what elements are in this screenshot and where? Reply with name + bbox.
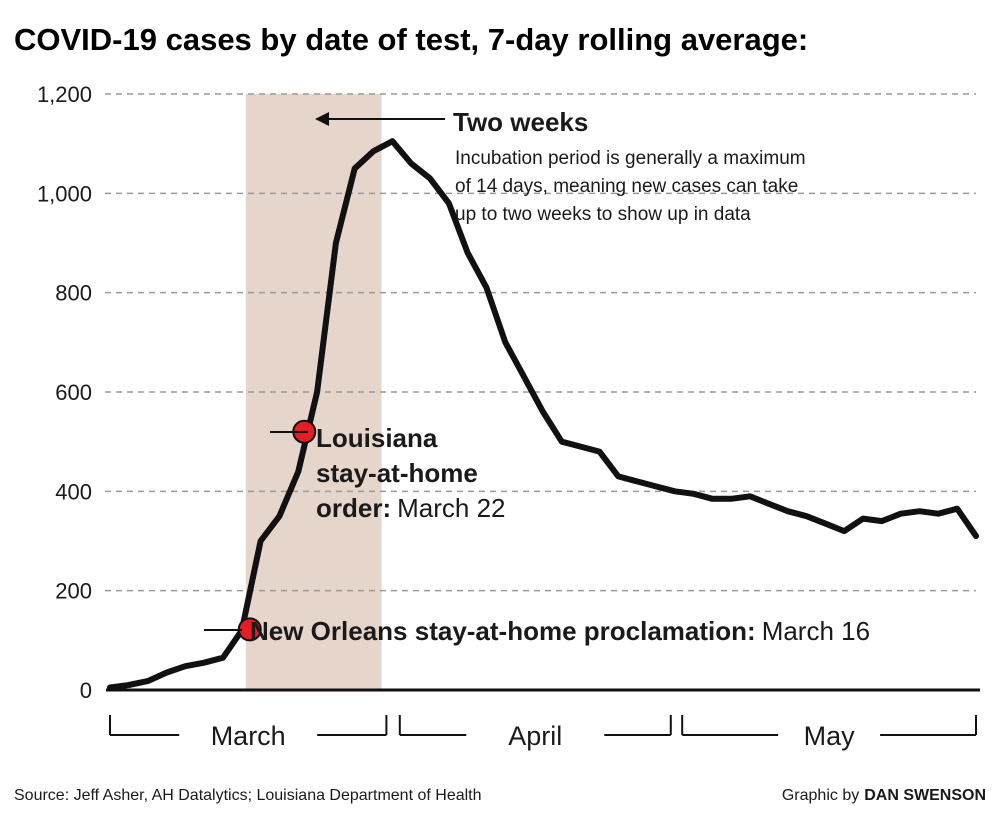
annotation-body-line-1: Incubation period is generally a maximum <box>455 148 806 169</box>
series-line-cases <box>107 138 979 691</box>
two-weeks-annotation: Two weeks Incubation period is generally… <box>315 107 806 225</box>
new-orleans-label-date: March 16 <box>762 616 870 646</box>
x-axis-month-brackets: March April May <box>109 715 977 751</box>
y-tick-label: 200 <box>55 579 92 604</box>
month-label: May <box>804 721 856 751</box>
louisiana-label-line-3: order: March 22 <box>316 493 506 523</box>
new-orleans-label: New Orleans stay-at-home proclamation: Ma… <box>250 616 870 646</box>
louisiana-label-date: March 22 <box>397 493 505 523</box>
louisiana-label-line-1: Louisiana <box>316 423 438 453</box>
source-note: Source: Jeff Asher, AH Datalytics; Louis… <box>14 787 482 804</box>
y-tick-label: 0 <box>80 678 92 703</box>
y-tick-label: 1,200 <box>37 82 92 107</box>
y-tick-label: 400 <box>55 479 92 504</box>
annotation-heading: Two weeks <box>453 107 588 137</box>
event-markers <box>237 419 317 642</box>
y-tick-label: 1,000 <box>37 181 92 206</box>
new-orleans-label-bold: New Orleans stay-at-home proclamation: <box>250 616 756 646</box>
louisiana-label-line-2: stay-at-home <box>316 458 478 488</box>
month-label: March <box>211 721 286 751</box>
credit-prefix: Graphic by <box>782 787 859 804</box>
annotation-body-line-2: of 14 days, meaning new cases can take <box>455 176 798 197</box>
y-axis-ticks: 0 200 400 600 800 1,000 1,200 <box>37 82 92 703</box>
credit-name: DAN SWENSON <box>864 787 986 804</box>
two-weeks-arrowhead-icon <box>315 112 329 126</box>
y-tick-label: 800 <box>55 281 92 306</box>
annotation-body-line-3: up to two weeks to show up in data <box>455 204 751 225</box>
chart-title: COVID-19 cases by date of test, 7-day ro… <box>14 22 808 57</box>
credit-line: Graphic by DAN SWENSON <box>782 787 986 804</box>
y-tick-label: 600 <box>55 380 92 405</box>
month-label: April <box>508 721 562 751</box>
louisiana-label-order: order: <box>316 493 391 523</box>
